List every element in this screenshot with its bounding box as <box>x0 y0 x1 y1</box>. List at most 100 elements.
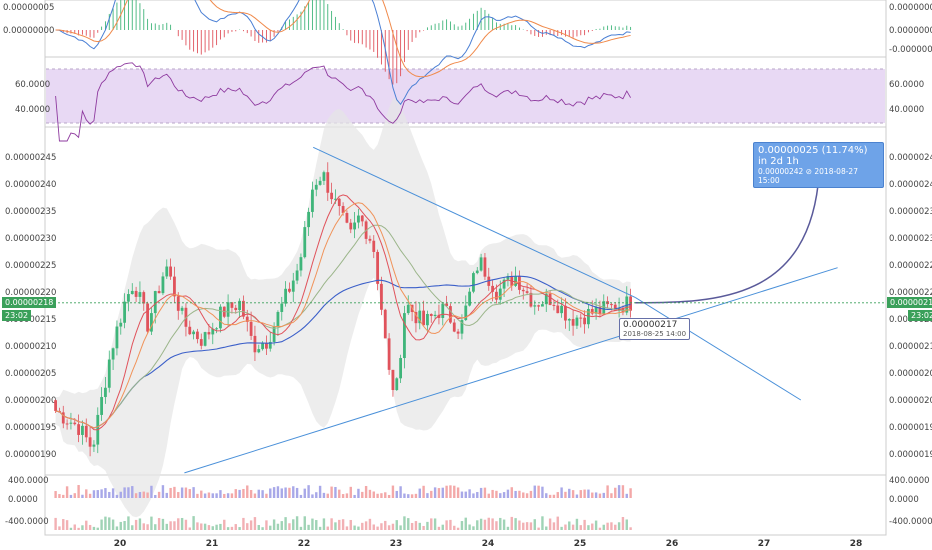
volume-bar-lower <box>629 527 632 530</box>
candle <box>341 206 345 213</box>
volume-bar-lower <box>495 521 498 530</box>
macd-tick-left-0: 0.00000005 <box>3 3 54 13</box>
candle <box>88 437 92 447</box>
candle <box>115 326 119 349</box>
volume-bar-lower <box>127 516 130 530</box>
volume-bar <box>295 487 299 498</box>
volume-bar-lower <box>380 523 383 530</box>
price-point-callout[interactable]: 0.00000217 2018-08-25 14:00 <box>619 318 691 340</box>
volume-bar-lower <box>541 516 544 530</box>
volume-bar <box>556 492 559 498</box>
volume-bar <box>564 491 567 498</box>
volume-bar-lower <box>533 519 536 530</box>
volume-bar <box>154 494 157 498</box>
candle <box>104 387 107 398</box>
volume-bar <box>541 486 544 498</box>
volume-bar <box>571 490 575 498</box>
rsi-tick-left-0: 60.0000 <box>15 80 50 90</box>
volume-bar-lower <box>621 517 625 530</box>
candle <box>295 270 299 281</box>
price-tick-left: 0.00000245 <box>5 153 56 163</box>
volume-bar-lower <box>556 516 559 530</box>
volatility-band <box>55 98 631 518</box>
volume-bar <box>372 491 375 498</box>
volume-bar <box>207 492 211 498</box>
candle <box>368 238 372 241</box>
volume-bar-lower <box>564 524 567 530</box>
time-tick: 23 <box>390 539 403 549</box>
volume-bar <box>629 488 632 498</box>
volume-bar-lower <box>207 525 211 530</box>
volume-bar <box>108 491 111 498</box>
volume-bar-lower <box>322 518 326 530</box>
candle <box>376 251 379 284</box>
volume-bar <box>146 492 149 498</box>
candle <box>322 172 326 181</box>
volume-bar <box>127 487 130 498</box>
volume-bar-lower <box>449 519 452 530</box>
price-tick-right: 0.00000210 <box>889 342 932 352</box>
volume-bar <box>326 493 329 498</box>
volume-bar <box>583 489 586 498</box>
volume-bar <box>579 490 582 498</box>
candle <box>437 314 441 318</box>
volume-bar <box>522 492 525 498</box>
volume-bar-lower <box>606 522 609 530</box>
candle <box>552 304 556 306</box>
volume-bar <box>552 494 556 498</box>
volume-bar-lower <box>594 520 598 530</box>
volume-bar-lower <box>54 517 57 530</box>
projection-annotation[interactable]: 0.00000025 (11.74%) in 2d 1h 0.00000242 … <box>753 142 884 188</box>
volume-bar-lower <box>100 519 103 530</box>
volume-bar-lower <box>276 523 280 530</box>
volume-bar-lower <box>395 520 398 530</box>
volume-bar-lower <box>211 526 214 530</box>
vol-tick-right-2: -400.0000 <box>889 517 932 527</box>
volume-bar <box>376 493 379 498</box>
volume-bar <box>338 489 341 498</box>
candle <box>406 304 410 314</box>
volume-bar <box>380 493 383 498</box>
volume-bar <box>422 485 425 498</box>
volume-bar <box>610 493 613 498</box>
volume-bar <box>230 493 234 498</box>
rsi-tick-right-0: 60.0000 <box>889 80 924 90</box>
volume-bar <box>391 485 395 498</box>
volume-bar <box>196 493 199 498</box>
volume-bar-lower <box>119 521 122 530</box>
volume-bar <box>322 492 326 498</box>
ma-long-line <box>55 275 631 429</box>
volume-bar <box>568 488 571 498</box>
candle <box>383 309 387 339</box>
volume-bar-lower <box>81 525 84 530</box>
volume-bar-lower <box>203 523 207 530</box>
rsi-tick-left-1: 40.0000 <box>15 105 50 115</box>
candle <box>587 308 590 325</box>
volume-bar-lower <box>173 521 176 530</box>
candle <box>541 304 544 307</box>
candle <box>84 425 88 438</box>
price-tick-left: 0.00000205 <box>5 369 56 379</box>
volume-bar-lower <box>387 525 391 530</box>
volume-bar <box>96 490 99 498</box>
volume-bar <box>387 494 391 498</box>
candle <box>276 311 280 327</box>
volume-bar <box>430 490 433 498</box>
price-tick-right: 0.00000240 <box>889 180 932 190</box>
candle <box>238 300 241 311</box>
volume-bar <box>177 492 180 498</box>
volume-bar-lower <box>154 524 157 530</box>
candle <box>353 222 356 230</box>
volume-bar <box>119 491 122 498</box>
volume-bar-lower <box>548 518 552 530</box>
volume-bar-lower <box>330 518 333 530</box>
volume-bar <box>138 492 142 498</box>
volume-bar-lower <box>280 521 283 530</box>
price-tick-right: 0.00000245 <box>889 153 932 163</box>
volume-bar-lower <box>368 518 372 530</box>
volume-bar-lower <box>376 526 379 530</box>
volume-bar <box>92 490 96 498</box>
volume-bar-lower <box>92 526 96 530</box>
volume-bar <box>594 492 598 498</box>
